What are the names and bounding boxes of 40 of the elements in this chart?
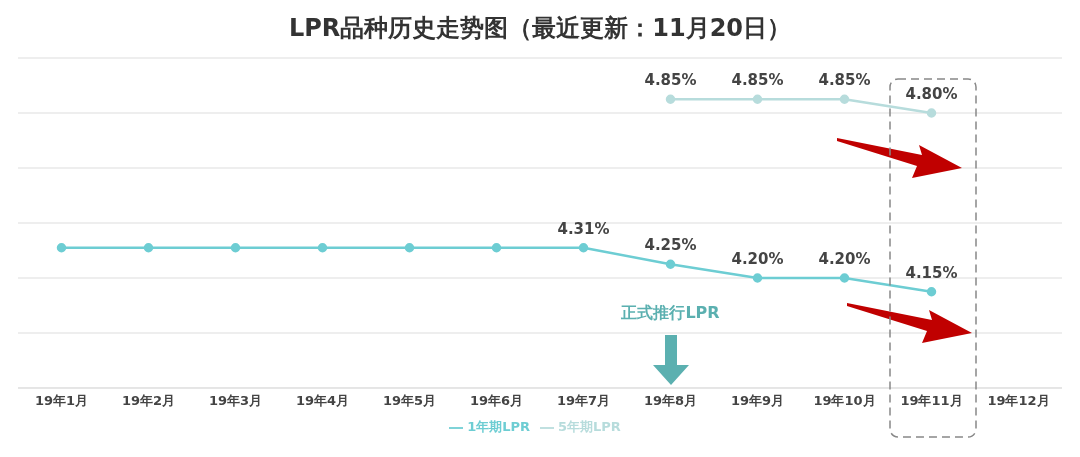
data-label: 4.85% (818, 71, 871, 90)
point (404, 243, 415, 253)
legend-label: 1年期LPR (467, 419, 530, 434)
x-tick-label: 19年8月 (643, 393, 698, 409)
x-tick-label: 19年3月 (208, 393, 263, 409)
x-tick-label: 19年2月 (121, 393, 176, 409)
data-label: 4.20% (731, 250, 784, 268)
point (926, 287, 937, 297)
data-label: 4.15% (905, 263, 958, 282)
point (752, 94, 763, 104)
point (839, 273, 850, 283)
x-tick-label: 19年1月 (34, 393, 89, 409)
point (317, 243, 328, 253)
x-tick-label: 19年6月 (469, 393, 524, 409)
x-tick-label: 19年5月 (382, 393, 437, 409)
point (578, 243, 589, 253)
x-tick-label: 19年12月 (987, 393, 1050, 409)
x-tick-label: 19年9月 (730, 393, 785, 409)
annotation: 正式推行LPR (620, 303, 721, 324)
point (56, 243, 67, 253)
chart-title: LPR品种历史走势图（最近更新：11月20日） (287, 13, 793, 44)
legend-label: 5年期LPR (558, 419, 621, 434)
data-label: 4.20% (818, 250, 871, 268)
point (926, 108, 937, 118)
data-label: 4.25% (644, 236, 697, 255)
data-label: 4.31% (557, 219, 610, 238)
point (230, 243, 241, 253)
data-label: 4.80% (905, 85, 958, 103)
point (839, 94, 850, 104)
x-tick-label: 19年11月 (900, 393, 963, 409)
point (665, 94, 676, 104)
x-tick-label: 19年7月 (556, 393, 611, 409)
data-label: 4.85% (644, 71, 697, 90)
x-tick-label: 19年4月 (295, 393, 350, 409)
point (491, 243, 502, 253)
x-tick-label: 19年10月 (813, 393, 876, 409)
point (665, 259, 676, 269)
point (752, 273, 763, 283)
point (143, 243, 154, 253)
data-label: 4.85% (731, 71, 784, 90)
